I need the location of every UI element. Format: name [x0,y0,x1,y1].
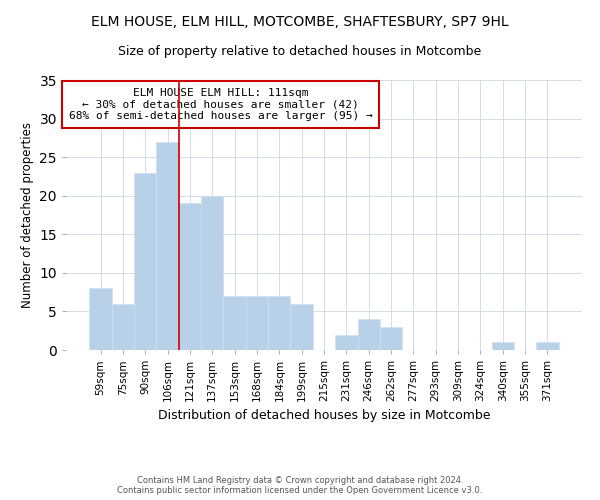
Bar [491,342,514,350]
Bar [290,304,313,350]
Text: Size of property relative to detached houses in Motcombe: Size of property relative to detached ho… [118,45,482,58]
Bar [536,342,559,350]
Bar [201,196,223,350]
Bar [89,288,112,350]
Bar [268,296,290,350]
X-axis label: Distribution of detached houses by size in Motcombe: Distribution of detached houses by size … [158,410,490,422]
Bar [358,319,380,350]
Bar [223,296,246,350]
Text: Contains HM Land Registry data © Crown copyright and database right 2024.
Contai: Contains HM Land Registry data © Crown c… [118,476,482,495]
Y-axis label: Number of detached properties: Number of detached properties [21,122,34,308]
Bar [380,327,402,350]
Bar [134,172,157,350]
Bar [335,334,358,350]
Bar [112,304,134,350]
Bar [157,142,179,350]
Text: ELM HOUSE ELM HILL: 111sqm
← 30% of detached houses are smaller (42)
68% of semi: ELM HOUSE ELM HILL: 111sqm ← 30% of deta… [69,88,373,122]
Bar [246,296,268,350]
Text: ELM HOUSE, ELM HILL, MOTCOMBE, SHAFTESBURY, SP7 9HL: ELM HOUSE, ELM HILL, MOTCOMBE, SHAFTESBU… [91,15,509,29]
Bar [179,204,201,350]
